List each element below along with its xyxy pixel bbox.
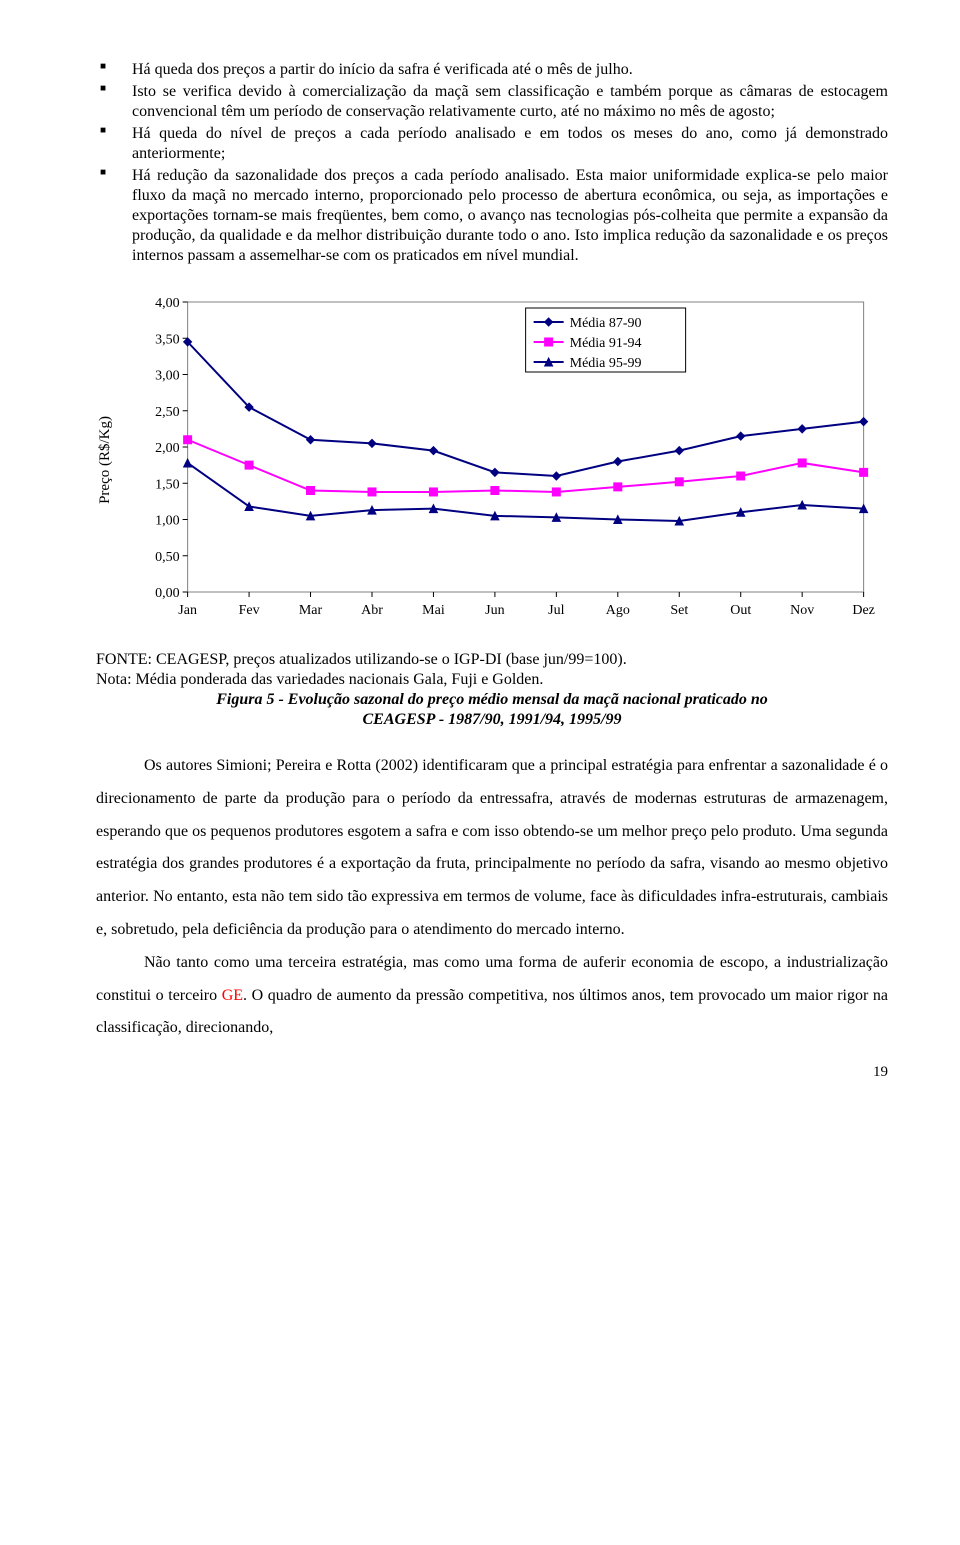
svg-text:Set: Set	[670, 603, 688, 618]
svg-text:Mai: Mai	[422, 603, 445, 618]
svg-text:Jul: Jul	[548, 603, 564, 618]
svg-text:Média 87-90: Média 87-90	[569, 316, 641, 331]
svg-text:0,50: 0,50	[155, 550, 180, 565]
figure-caption: FONTE: CEAGESP, preços atualizados utili…	[96, 650, 888, 730]
chart-canvas: 0,00 0,50 1,00 1,50 2,00 2,50 3,00 3,50 4,00 Jan F…	[123, 292, 888, 622]
bullet-list: Há queda dos preços a partir do início d…	[96, 60, 888, 266]
svg-text:Dez: Dez	[852, 603, 875, 618]
bullet-item: Isto se verifica devido à comercializaçã…	[96, 82, 888, 122]
figure-title-line: CEAGESP - 1987/90, 1991/94, 1995/99	[96, 710, 888, 730]
svg-text:2,00: 2,00	[155, 441, 180, 456]
page-number: 19	[96, 1063, 888, 1082]
caption-source: FONTE: CEAGESP, preços atualizados utili…	[96, 650, 888, 670]
svg-text:Out: Out	[730, 603, 751, 618]
svg-text:0,00: 0,00	[155, 586, 180, 601]
svg-text:Média 95-99: Média 95-99	[569, 356, 641, 371]
svg-text:Fev: Fev	[238, 603, 259, 618]
svg-text:1,50: 1,50	[155, 477, 180, 492]
figure-title-line: Figura 5 - Evolução sazonal do preço méd…	[96, 690, 888, 710]
svg-text:Abr: Abr	[361, 603, 383, 618]
svg-text:Mar: Mar	[299, 603, 323, 618]
svg-text:1,00: 1,00	[155, 514, 180, 529]
svg-text:3,00: 3,00	[155, 369, 180, 384]
svg-text:Média 91-94: Média 91-94	[569, 336, 641, 351]
body-paragraph: Não tanto como uma terceira estratégia, …	[96, 947, 888, 1045]
svg-text:Ago: Ago	[605, 603, 629, 618]
body-paragraph: Os autores Simioni; Pereira e Rotta (200…	[96, 750, 888, 947]
chart-y-axis-label: Preço (R$/Kg)	[96, 416, 115, 504]
svg-text:4,00: 4,00	[155, 296, 180, 311]
bullet-item: Há queda do nível de preços a cada perío…	[96, 124, 888, 164]
highlight-ge: GE	[222, 987, 243, 1004]
svg-text:3,50: 3,50	[155, 332, 180, 347]
svg-text:Nov: Nov	[790, 603, 814, 618]
price-chart: Preço (R$/Kg) 0,00 0,50 1,00 1,50 2,00 2,50 3,…	[96, 292, 888, 628]
bullet-item: Há queda dos preços a partir do início d…	[96, 60, 888, 80]
svg-text:2,50: 2,50	[155, 405, 180, 420]
bullet-item: Há redução da sazonalidade dos preços a …	[96, 166, 888, 266]
svg-text:Jun: Jun	[485, 603, 504, 618]
caption-note: Nota: Média ponderada das variedades nac…	[96, 670, 888, 690]
svg-text:Jan: Jan	[178, 603, 197, 618]
